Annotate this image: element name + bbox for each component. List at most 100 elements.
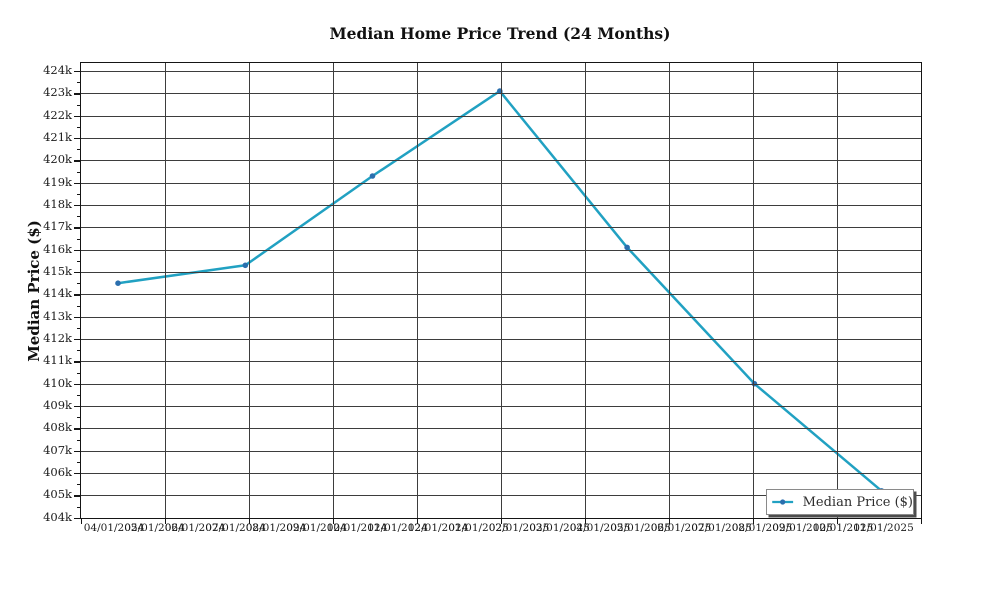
y-tick-label: 411k [43,353,72,368]
data-point-marker [369,173,376,179]
y-minor-tick [77,506,81,508]
y-major-tick [74,272,81,274]
x-tick-label: 03/01/2025 [529,522,590,534]
legend-label: Median Price ($) [802,494,913,510]
y-minor-tick [77,104,81,106]
y-major-tick [74,361,81,363]
y-major-tick [74,428,81,430]
y-major-tick [74,249,81,251]
x-gridline [333,63,334,518]
y-major-tick [74,316,81,318]
y-minor-tick [77,417,81,419]
x-tick-label: 11/01/2024 [367,522,428,534]
y-major-tick [74,115,81,117]
x-major-tick [501,518,503,524]
x-gridline [249,63,250,518]
y-major-tick [74,517,81,519]
y-minor-tick [77,216,81,218]
y-minor-tick [77,350,81,352]
plot-area [74,62,923,524]
x-tick-label: 10/01/2024 [326,522,388,534]
y-minor-tick [77,283,81,285]
x-tick-label: 06/01/2025 [650,522,712,534]
x-tick-label: 07/01/2025 [691,522,752,534]
x-gridline [501,63,502,518]
x-gridline [753,63,754,518]
y-tick-label: 414k [43,286,72,301]
x-major-tick [669,518,671,524]
y-major-tick [74,339,81,341]
x-major-tick [921,518,923,524]
y-tick-label: 413k [43,308,72,323]
y-major-tick [74,227,81,229]
x-tick-label: 06/01/2024 [164,522,226,534]
y-tick-label: 417k [43,219,72,234]
x-gridline [417,63,418,518]
y-tick-label: 420k [43,152,72,167]
data-point-marker [624,244,630,251]
y-major-tick [74,450,81,452]
y-tick-label: 421k [43,130,72,144]
legend: Median Price ($) [766,489,914,515]
y-minor-tick [77,149,81,151]
x-tick-label: 04/01/2025 [569,522,631,534]
y-minor-tick [77,461,81,463]
y-tick-label: 407k [43,442,72,457]
x-tick-label: 07/01/2024 [205,522,266,534]
x-major-tick [333,518,335,524]
x-gridline [669,63,670,518]
x-tick-label: 08/01/2025 [731,522,793,534]
y-major-tick [74,160,81,162]
x-tick-label: 10/01/2025 [812,522,874,534]
x-tick-label: 02/01/2025 [488,522,550,534]
y-minor-tick [77,327,81,329]
y-tick-label: 422k [43,107,72,122]
y-tick-label: 410k [43,375,72,390]
y-major-tick [74,71,81,73]
y-minor-tick [77,394,81,396]
x-tick-label: 05/01/2024 [124,522,185,534]
x-major-tick [417,518,419,524]
y-tick-label: 419k [43,174,72,189]
x-gridline [585,63,586,518]
y-minor-tick [77,82,81,84]
y-tick-label: 406k [43,465,72,480]
y-major-tick [74,205,81,207]
x-tick-label: 01/01/2025 [448,522,509,534]
legend-line-sample-icon [772,499,794,505]
y-minor-tick [77,372,81,374]
x-gridline [837,63,838,518]
y-major-tick [74,93,81,95]
y-minor-tick [77,193,81,195]
y-tick-label: 415k [43,264,72,278]
y-major-tick [74,138,81,140]
y-major-tick [74,294,81,296]
x-major-tick [249,518,251,524]
x-major-tick [753,518,755,524]
y-major-tick [74,406,81,408]
y-major-tick [74,473,81,475]
y-minor-tick [77,126,81,128]
y-minor-tick [77,238,81,240]
x-tick-label: 11/01/2025 [853,522,914,534]
y-tick-label: 412k [43,331,72,346]
x-gridline [165,63,166,518]
x-tick-label: 08/01/2024 [245,522,307,534]
y-major-tick [74,182,81,184]
y-tick-label: 416k [43,241,72,256]
y-minor-tick [77,260,81,262]
x-tick-label: 04/01/2024 [83,522,145,534]
x-major-tick [585,518,587,524]
data-point-marker [242,262,249,269]
y-minor-tick [77,484,81,486]
y-tick-label: 423k [43,85,72,100]
x-major-tick [837,518,839,524]
y-minor-tick [77,439,81,441]
y-tick-label: 409k [43,398,72,413]
y-major-tick [74,383,81,385]
y-minor-tick [77,171,81,173]
x-tick-label: 12/01/2024 [407,522,469,534]
y-minor-tick [77,305,81,307]
y-tick-label: 404k [43,509,72,524]
y-tick-label: 418k [43,197,72,211]
